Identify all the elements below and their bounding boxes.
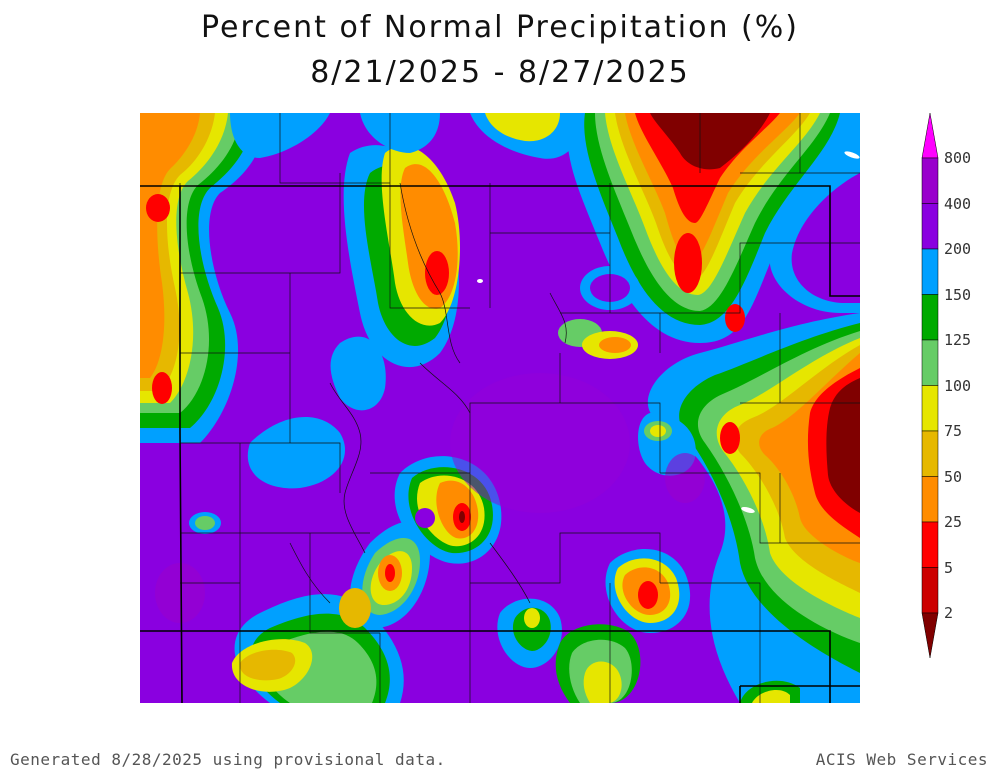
legend-label: 200 bbox=[944, 240, 972, 258]
legend-label: 150 bbox=[944, 285, 972, 304]
legend-label: 50 bbox=[944, 467, 963, 486]
legend-bottom-arrow bbox=[921, 612, 939, 659]
legend-swatch bbox=[921, 521, 939, 568]
legend-swatch bbox=[921, 157, 939, 204]
legend-label: 400 bbox=[944, 194, 972, 213]
legend-label: 2 bbox=[944, 604, 954, 622]
legend-top-arrow bbox=[921, 113, 939, 159]
legend-label: 800 bbox=[944, 149, 972, 167]
legend-label: 25 bbox=[944, 513, 963, 531]
legend-label: 125 bbox=[944, 331, 972, 349]
legend-colorbar bbox=[921, 113, 939, 659]
legend-swatch bbox=[921, 476, 939, 523]
legend-label: 100 bbox=[944, 376, 972, 395]
legend-swatch bbox=[921, 294, 939, 341]
legend-swatch bbox=[921, 567, 939, 614]
service-credit: ACIS Web Services bbox=[815, 750, 988, 769]
precipitation-map bbox=[140, 113, 860, 703]
legend-swatch bbox=[921, 385, 939, 432]
legend-blocks bbox=[921, 157, 939, 614]
state-boundaries bbox=[140, 185, 860, 703]
map-date-range: 8/21/2025 - 8/27/2025 bbox=[310, 55, 690, 90]
color-legend: 800 400 200 150 125 100 75 50 25 5 2 bbox=[915, 113, 1000, 661]
legend-swatch bbox=[921, 430, 939, 477]
legend-swatch bbox=[921, 339, 939, 386]
map-title: Percent of Normal Precipitation (%) bbox=[201, 10, 799, 45]
precipitation-map-svg bbox=[140, 113, 860, 703]
legend-swatch bbox=[921, 203, 939, 250]
water-features bbox=[477, 151, 860, 514]
legend-label: 5 bbox=[944, 558, 954, 577]
legend-swatch bbox=[921, 248, 939, 295]
legend-label: 75 bbox=[944, 422, 963, 440]
contour-fields bbox=[140, 113, 860, 703]
generated-note: Generated 8/28/2025 using provisional da… bbox=[10, 750, 446, 769]
